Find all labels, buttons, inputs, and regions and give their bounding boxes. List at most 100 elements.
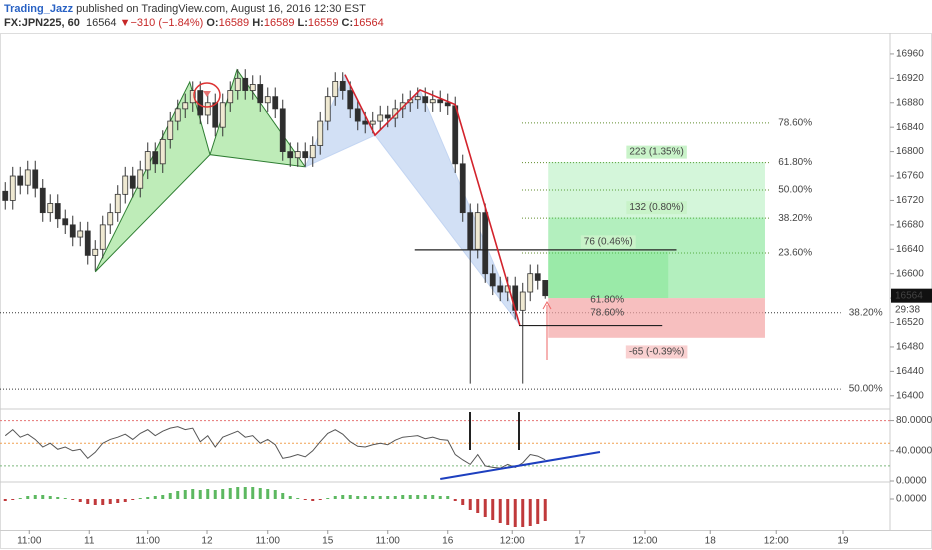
histogram-bar bbox=[116, 499, 120, 503]
x-tick-label: 16 bbox=[442, 536, 454, 547]
candle-body bbox=[69, 224, 76, 238]
stop-label: -65 (-0.39%) bbox=[629, 346, 685, 357]
histogram-bar bbox=[48, 496, 52, 499]
histogram-bar bbox=[273, 490, 277, 499]
ohlc-label: L: bbox=[297, 17, 308, 29]
candle-body bbox=[369, 120, 376, 125]
candle-body bbox=[519, 291, 526, 311]
triangle-marker bbox=[203, 91, 211, 97]
histogram-bar bbox=[543, 499, 547, 521]
candle-body bbox=[422, 96, 429, 104]
candle-body bbox=[512, 285, 519, 311]
point-label: 61.80% bbox=[590, 295, 624, 306]
author-link[interactable]: Trading_Jazz bbox=[4, 3, 74, 15]
histogram-bar bbox=[446, 496, 450, 499]
candle-body bbox=[257, 84, 264, 104]
histogram-bar bbox=[213, 490, 217, 499]
x-tick-label: 11:00 bbox=[376, 536, 401, 547]
histogram-bar bbox=[161, 495, 165, 499]
point-label: 78.60% bbox=[590, 307, 624, 318]
candle-body bbox=[204, 102, 211, 116]
ohlc-value: 16589 bbox=[263, 17, 295, 29]
histogram-bar bbox=[513, 499, 517, 527]
candle-body bbox=[497, 285, 504, 293]
ohlc-label: H: bbox=[252, 17, 264, 29]
histogram-bar bbox=[131, 499, 135, 500]
candle-body bbox=[302, 151, 309, 159]
histogram-bar bbox=[318, 499, 322, 500]
candle-body bbox=[429, 99, 436, 104]
histogram-bar bbox=[476, 499, 480, 513]
y-tick-label: 16720 bbox=[896, 195, 924, 206]
ohlc-value: 16559 bbox=[307, 17, 339, 29]
candle-body bbox=[84, 230, 91, 256]
candle-body bbox=[347, 90, 354, 110]
fib-label: 50.00% bbox=[849, 384, 883, 395]
ohlc-value: 16589 bbox=[218, 17, 250, 29]
countdown: 29:38 bbox=[895, 304, 920, 315]
histogram-bar bbox=[386, 496, 390, 499]
target-label-bg bbox=[580, 235, 636, 249]
histogram-bar bbox=[78, 499, 82, 502]
candle-body bbox=[114, 193, 121, 214]
y-tick-label: 80.0000 bbox=[896, 415, 932, 426]
target-label-bg bbox=[626, 201, 687, 215]
histogram-bar bbox=[363, 496, 367, 499]
candle-body bbox=[62, 218, 69, 226]
histogram-bar bbox=[491, 499, 495, 520]
y-tick-label: 16840 bbox=[896, 122, 924, 133]
histogram-bar bbox=[378, 496, 382, 499]
histogram-bar bbox=[206, 489, 210, 499]
rsi-line bbox=[4, 426, 546, 469]
target-label: 223 (1.35%) bbox=[629, 147, 683, 158]
y-tick-label: 16760 bbox=[896, 171, 924, 182]
y-tick-label: 16520 bbox=[896, 317, 924, 328]
candle-body bbox=[159, 138, 166, 165]
candle-body bbox=[489, 273, 496, 287]
histogram-bar bbox=[311, 499, 315, 501]
publish-line: Trading_Jazz published on TradingView.co… bbox=[4, 2, 924, 16]
histogram-bar bbox=[198, 490, 202, 499]
target-label: 132 (0.80%) bbox=[629, 202, 683, 213]
y-tick-label: 16960 bbox=[896, 49, 924, 60]
target-zone bbox=[548, 251, 669, 299]
target-label-bg bbox=[626, 145, 687, 159]
y-tick-label: 16440 bbox=[896, 366, 924, 377]
histogram-bar bbox=[296, 498, 300, 499]
last-price-badge bbox=[891, 288, 932, 303]
candle-body bbox=[324, 96, 331, 122]
candle-body bbox=[392, 108, 399, 119]
candle-body bbox=[339, 80, 346, 91]
fib-label: 23.60% bbox=[778, 248, 812, 259]
candle-body bbox=[294, 151, 301, 159]
series: 1640016440164801652016560166001664016680… bbox=[2, 49, 932, 547]
x-tick-label: 15 bbox=[322, 536, 334, 547]
y-tick-label: 16920 bbox=[896, 73, 924, 84]
histogram-bar bbox=[138, 498, 142, 499]
x-tick-label: 11:00 bbox=[136, 536, 161, 547]
histogram-bar bbox=[498, 499, 502, 523]
histogram-bar bbox=[416, 495, 420, 499]
y-tick-label: 16640 bbox=[896, 244, 924, 255]
histogram-bar bbox=[431, 495, 435, 499]
histogram-bar bbox=[228, 488, 232, 499]
candle-body bbox=[144, 151, 151, 171]
ohlc-label: O: bbox=[206, 17, 219, 29]
candle-body bbox=[219, 102, 226, 128]
y-tick-label: 16880 bbox=[896, 97, 924, 108]
y-tick-label: 0.0000 bbox=[896, 476, 927, 487]
histogram-bar bbox=[266, 489, 270, 499]
target-label: 76 (0.46%) bbox=[584, 236, 633, 247]
candle-body bbox=[182, 102, 189, 110]
candle-body bbox=[354, 108, 361, 122]
y-tick-label: 16400 bbox=[896, 390, 924, 401]
histogram-bar bbox=[146, 497, 150, 499]
candle-body bbox=[122, 175, 129, 195]
change-arrow: ▼ bbox=[119, 17, 131, 29]
y-tick-label: 40.0000 bbox=[896, 445, 932, 456]
circle-marker bbox=[193, 82, 221, 108]
candle-body bbox=[137, 169, 144, 189]
candle-body bbox=[9, 175, 16, 201]
